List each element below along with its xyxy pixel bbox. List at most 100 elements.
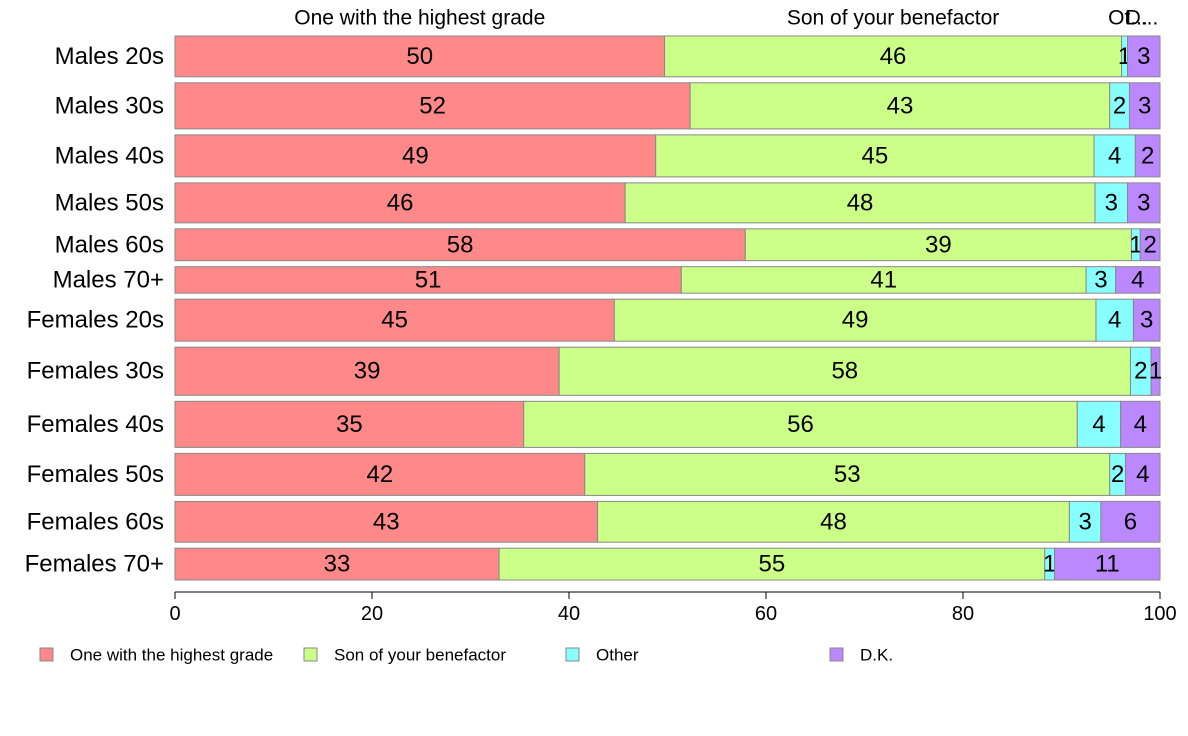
bar-segment (1126, 182, 1161, 224)
bar-value-label: 3 (1094, 266, 1107, 293)
bar-value-label: 3 (1105, 189, 1118, 216)
bar-value-label: 3 (1138, 92, 1151, 119)
category-label: Females 60s (27, 508, 164, 535)
bar-value-label: 1 (1129, 231, 1142, 258)
bar-value-label: 4 (1108, 307, 1121, 334)
bar-segment (689, 82, 1111, 130)
bar-value-label: 4 (1108, 142, 1121, 169)
x-tick-label: 80 (952, 603, 974, 625)
category-label: Females 30s (27, 358, 164, 385)
bar-segment (655, 134, 1095, 178)
x-tick-label: 60 (755, 603, 777, 625)
bar-value-label: 41 (870, 266, 897, 293)
bar-segment (1085, 266, 1117, 294)
bar-value-label: 50 (406, 43, 433, 70)
bar-segment (174, 266, 682, 294)
bar-value-label: 1 (1149, 358, 1162, 385)
bar-value-label: 3 (1137, 43, 1150, 70)
x-tick-label: 40 (558, 603, 580, 625)
bar-segment (680, 266, 1087, 294)
bar-segment (1128, 82, 1161, 130)
bar-segment (174, 134, 657, 178)
category-label: Males 70+ (53, 266, 164, 293)
bar-segment (174, 228, 746, 262)
bar-value-label: 2 (1113, 92, 1126, 119)
bar-value-label: 48 (847, 189, 874, 216)
bar-value-label: 48 (820, 508, 847, 535)
bar-value-label: 4 (1131, 266, 1144, 293)
bar-segment (1139, 228, 1161, 262)
column-header: Ot... (1108, 7, 1148, 30)
bar-value-label: 42 (367, 461, 394, 488)
bar-value-label: 2 (1141, 142, 1154, 169)
legend-label: Other (596, 646, 639, 665)
category-label: Females 20s (27, 307, 164, 334)
bar-value-label: 58 (831, 358, 858, 385)
bar-segment (1115, 266, 1161, 294)
bar-value-label: 43 (373, 508, 400, 535)
bar-segment (1100, 500, 1161, 543)
bar-value-label: 35 (336, 411, 363, 438)
bar-segment (498, 547, 1046, 581)
bar-value-label: 51 (415, 266, 442, 293)
bar-value-label: 53 (834, 461, 861, 488)
legend-label: One with the highest grade (70, 646, 273, 665)
bar-segment (1068, 500, 1102, 543)
category-label: Females 40s (27, 411, 164, 438)
bar-value-label: 39 (925, 231, 952, 258)
x-tick-label: 0 (169, 603, 180, 625)
bar-value-label: 4 (1136, 461, 1149, 488)
legend-swatch (303, 647, 318, 662)
bar-segment (174, 346, 560, 396)
category-label: Males 30s (55, 92, 164, 119)
bar-value-label: 11 (1095, 551, 1120, 578)
category-label: Females 70+ (25, 551, 164, 578)
bar-value-label: 45 (861, 142, 888, 169)
bar-segment (1054, 547, 1161, 581)
bar-segment (174, 500, 599, 543)
x-tick-label: 20 (361, 603, 383, 625)
bar-value-label: 2 (1134, 358, 1147, 385)
bar-segment (1132, 298, 1161, 342)
bar-value-label: 43 (887, 92, 914, 119)
bar-segment (523, 400, 1078, 448)
column-header: Son of your benefactor (787, 7, 999, 30)
bar-segment (1076, 400, 1122, 448)
bar-value-label: 45 (381, 307, 408, 334)
bar-value-label: 39 (354, 358, 381, 385)
category-label: Males 50s (55, 189, 164, 216)
bar-value-label: 46 (387, 189, 414, 216)
bar-value-label: 2 (1111, 461, 1124, 488)
bar-value-label: 6 (1124, 508, 1137, 535)
bar-segment (174, 400, 525, 448)
category-label: Males 20s (55, 43, 164, 70)
legend-label: Son of your benefactor (334, 646, 506, 665)
bar-segment (174, 82, 691, 130)
bar-value-label: 3 (1140, 307, 1153, 334)
legend-label: D.K. (860, 646, 893, 665)
bar-value-label: 2 (1143, 231, 1156, 258)
bar-segment (597, 500, 1070, 543)
bar-value-label: 58 (447, 231, 474, 258)
bar-value-label: 1 (1043, 551, 1056, 578)
bar-segment (624, 182, 1096, 224)
bar-segment (1094, 182, 1128, 224)
bar-segment (1150, 346, 1161, 396)
bar-value-label: 46 (880, 43, 907, 70)
bar-segment (1093, 134, 1136, 178)
bar-segment (1120, 400, 1161, 448)
bar-segment (1125, 452, 1161, 496)
bar-value-label: 49 (842, 307, 869, 334)
bar-value-label: 4 (1134, 411, 1147, 438)
category-label: Males 60s (55, 231, 164, 258)
bar-value-label: 49 (402, 142, 429, 169)
bar-segment (1126, 35, 1161, 78)
legend-swatch (829, 647, 844, 662)
bar-segment (174, 182, 626, 224)
column-header: One with the highest grade (294, 7, 545, 30)
legend-swatch (39, 647, 54, 662)
bar-segment (1134, 134, 1161, 178)
bar-value-label: 55 (759, 551, 786, 578)
bar-segment (744, 228, 1132, 262)
